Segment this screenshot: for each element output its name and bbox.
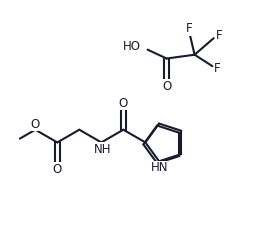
Text: HN: HN — [151, 161, 168, 174]
Text: O: O — [53, 163, 62, 176]
Text: NH: NH — [94, 143, 111, 156]
Text: O: O — [119, 96, 128, 110]
Text: F: F — [214, 62, 221, 75]
Text: O: O — [30, 118, 39, 131]
Text: O: O — [162, 80, 171, 93]
Text: F: F — [215, 29, 222, 42]
Text: HO: HO — [122, 40, 140, 53]
Text: F: F — [186, 22, 193, 35]
